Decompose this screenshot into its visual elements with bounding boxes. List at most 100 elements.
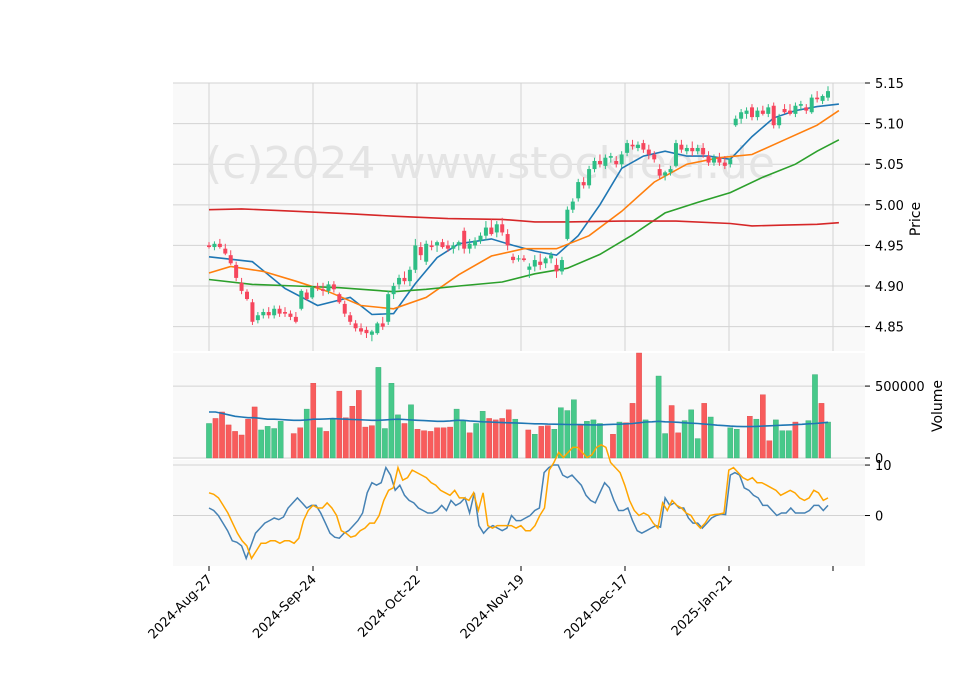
candle-body bbox=[521, 258, 526, 261]
candle-body bbox=[418, 247, 423, 256]
candle-body bbox=[695, 147, 700, 152]
volume-bar bbox=[766, 440, 773, 459]
price-panel-background bbox=[173, 83, 865, 351]
candle-body bbox=[739, 112, 744, 119]
candle-body bbox=[451, 245, 456, 249]
candle-body bbox=[391, 286, 396, 295]
candle-body bbox=[261, 312, 266, 316]
candle-body bbox=[369, 331, 374, 335]
candle-body bbox=[456, 242, 461, 246]
candle-body bbox=[380, 323, 385, 327]
candle-body bbox=[608, 156, 613, 158]
volume-tick-label: 0 bbox=[875, 452, 883, 467]
candle-body bbox=[549, 255, 554, 259]
candle-body bbox=[245, 291, 250, 300]
volume-bar bbox=[525, 429, 532, 459]
volume-bar bbox=[590, 419, 597, 459]
candle-body bbox=[364, 329, 369, 334]
candle-body bbox=[717, 157, 722, 163]
candle-body bbox=[554, 264, 559, 272]
candlesticks bbox=[207, 86, 830, 342]
candle-body bbox=[445, 245, 450, 249]
candle-body bbox=[592, 160, 597, 170]
volume-bar bbox=[505, 409, 512, 459]
indicator-lines bbox=[208, 444, 829, 561]
candle-body bbox=[619, 154, 624, 165]
volume-bar bbox=[747, 416, 753, 459]
candle-body bbox=[359, 328, 364, 332]
volume-bar bbox=[375, 367, 382, 459]
candle-body bbox=[489, 227, 494, 235]
volume-bar bbox=[786, 430, 792, 459]
candle-body bbox=[815, 97, 820, 100]
candle-body bbox=[212, 243, 217, 248]
volume-bar bbox=[219, 411, 225, 459]
candle-body bbox=[527, 266, 532, 270]
volume-bar bbox=[812, 374, 818, 459]
volume-bar bbox=[733, 429, 740, 459]
x-axis: 2024-Aug-27 2024-Sep-24 2024-Oct-22 2024-No… bbox=[146, 566, 834, 642]
candle-body bbox=[733, 118, 738, 126]
moving-average-line bbox=[208, 109, 840, 310]
volume-bar bbox=[818, 403, 825, 459]
candle-body bbox=[538, 261, 543, 265]
candle-body bbox=[614, 160, 619, 165]
volume-bar bbox=[571, 399, 577, 459]
volume-average-line bbox=[209, 411, 829, 428]
candle-body bbox=[777, 117, 782, 126]
volume-bar bbox=[238, 434, 245, 459]
candle-body bbox=[511, 256, 516, 261]
candle-body bbox=[288, 313, 293, 317]
candle-body bbox=[701, 147, 706, 155]
volume-axis-label: Volume bbox=[930, 380, 946, 432]
volume-bar bbox=[584, 421, 590, 459]
x-tick-label: 2024-Dec-17 bbox=[562, 572, 632, 642]
candle-body bbox=[462, 230, 467, 249]
candle-body bbox=[543, 258, 548, 264]
candle-body bbox=[641, 143, 646, 150]
candle-body bbox=[809, 97, 814, 113]
volume-average-line-path bbox=[209, 411, 829, 428]
volume-bar bbox=[408, 404, 414, 459]
candle-body bbox=[342, 303, 347, 314]
candle-body bbox=[478, 235, 483, 241]
price-tick-label: 4.85 bbox=[875, 321, 904, 336]
volume-bar bbox=[401, 423, 408, 459]
candle-body bbox=[315, 286, 320, 288]
volume-bar bbox=[642, 419, 649, 459]
volume-bar bbox=[623, 422, 629, 459]
candle-body bbox=[804, 107, 809, 111]
candle-body bbox=[635, 144, 640, 148]
candle-body bbox=[435, 242, 440, 246]
candle-body bbox=[407, 269, 412, 282]
price-tick-label: 5.15 bbox=[875, 77, 904, 92]
volume-bar bbox=[453, 408, 460, 459]
candle-body bbox=[755, 110, 760, 118]
candle-body bbox=[744, 110, 749, 114]
candle-body bbox=[663, 172, 668, 176]
indicator-tick-label: 0 bbox=[875, 510, 883, 525]
volume-bar bbox=[551, 429, 558, 459]
volume-bar bbox=[369, 425, 375, 459]
candle-body bbox=[516, 258, 521, 260]
volume-bar bbox=[330, 418, 336, 459]
candle-body bbox=[299, 290, 304, 309]
volume-bar bbox=[212, 418, 219, 459]
indicator-gridlines bbox=[173, 464, 865, 517]
price-tick-label: 5.10 bbox=[875, 118, 904, 133]
candle-body bbox=[424, 243, 429, 262]
volume-bar bbox=[323, 431, 330, 459]
candle-body bbox=[668, 169, 673, 173]
candle-body bbox=[657, 169, 662, 176]
volume-bar bbox=[440, 427, 447, 459]
candle-body bbox=[228, 255, 233, 264]
candle-body bbox=[630, 144, 635, 147]
candle-body bbox=[413, 245, 418, 270]
candle-body bbox=[234, 264, 239, 278]
candle-body bbox=[559, 260, 564, 272]
candle-body bbox=[581, 182, 586, 186]
volume-bar bbox=[753, 418, 760, 459]
candle-body bbox=[266, 312, 271, 316]
volume-bar bbox=[414, 429, 421, 459]
